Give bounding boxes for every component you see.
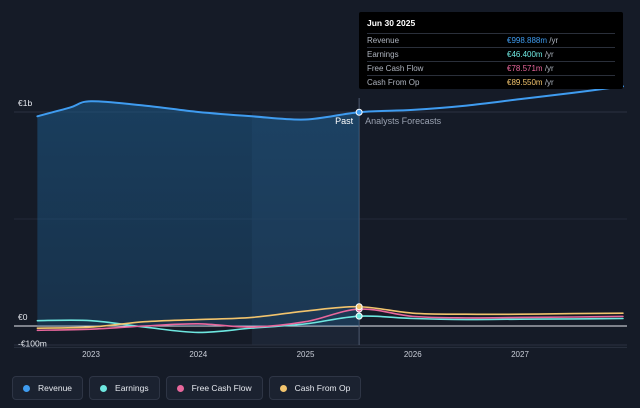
series-line-free-cash-flow: [36, 308, 624, 332]
tooltip-name: Revenue: [367, 36, 400, 45]
series-line-revenue: [36, 85, 624, 121]
x-tick-label: 2025: [297, 350, 315, 359]
tooltip-unit: /yr: [542, 78, 554, 87]
data-tooltip: Jun 30 2025 Revenue €998.888m /yr Earnin…: [359, 12, 623, 89]
tooltip-row-free-cash-flow: Free Cash Flow €78.571m /yr: [367, 61, 615, 75]
tooltip-value: €89.550m: [507, 78, 543, 87]
legend-item-earnings[interactable]: Earnings: [89, 376, 160, 400]
tooltip-row-cash-from-op: Cash From Op €89.550m /yr: [367, 75, 615, 89]
revenue-past-area: [37, 101, 360, 326]
tooltip-value: €46.400m: [507, 50, 543, 59]
legend-label: Revenue: [38, 383, 73, 393]
x-tick-label: 2023: [82, 350, 100, 359]
legend-dot-icon: [279, 384, 287, 392]
series-line-cash-from-op: [36, 305, 624, 329]
legend-label: Free Cash Flow: [191, 383, 252, 393]
marker-earnings: [355, 312, 363, 320]
tooltip-name: Cash From Op: [367, 78, 420, 87]
legend-dot-icon: [176, 384, 184, 392]
legend-label: Earnings: [115, 383, 149, 393]
tooltip-row-earnings: Earnings €46.400m /yr: [367, 47, 615, 61]
legend-item-free-cash-flow[interactable]: Free Cash Flow: [165, 376, 263, 400]
legend-label: Cash From Op: [294, 383, 351, 393]
x-tick-label: 2024: [189, 350, 207, 359]
tooltip-unit: /yr: [547, 36, 559, 45]
x-tick-label: 2027: [511, 350, 529, 359]
tooltip-date: Jun 30 2025: [367, 18, 416, 28]
y-tick-label: -€100m: [18, 338, 47, 348]
legend-dot-icon: [23, 384, 30, 392]
legend-item-revenue[interactable]: Revenue: [12, 376, 84, 400]
past-label: Past: [335, 116, 354, 126]
tooltip-unit: /yr: [542, 50, 554, 59]
tooltip-value: €998.888m: [507, 36, 548, 45]
tooltip-name: Earnings: [367, 50, 399, 59]
forecast-label: Analysts Forecasts: [365, 116, 442, 126]
tooltip-value: €78.571m: [507, 64, 543, 73]
tooltip-unit: /yr: [542, 64, 554, 73]
legend-item-cash-from-op[interactable]: Cash From Op: [268, 376, 362, 400]
chart-legend: Revenue Earnings Free Cash Flow Cash Fro…: [12, 376, 362, 400]
y-tick-label: €0: [18, 312, 28, 322]
tooltip-name: Free Cash Flow: [367, 64, 424, 73]
legend-dot-icon: [100, 384, 108, 392]
y-tick-label: €1b: [18, 98, 32, 108]
marker-revenue: [355, 108, 363, 116]
x-tick-label: 2026: [404, 350, 422, 359]
marker-cash-from-op: [355, 303, 363, 311]
tooltip-row-revenue: Revenue €998.888m /yr: [367, 33, 615, 47]
